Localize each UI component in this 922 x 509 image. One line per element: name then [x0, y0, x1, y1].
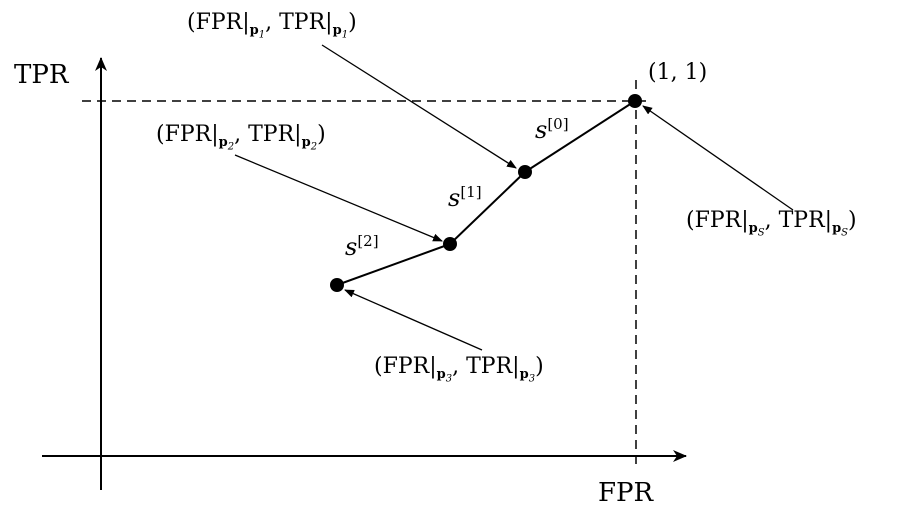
subscript-index: 1 [258, 29, 266, 41]
subscript-index: 2 [310, 141, 318, 153]
subscript-base: p [436, 367, 446, 383]
bar-sep: | [824, 208, 833, 233]
point-subscript: p3 [436, 367, 453, 385]
subscript-base: p [301, 135, 311, 151]
arrow-pS [642, 105, 794, 211]
fpr-text: FPR [382, 354, 430, 379]
bar-sep: | [512, 354, 520, 379]
segment-s2 [336, 243, 451, 286]
segment-superscript: [0] [547, 115, 569, 133]
point-subscript: p1 [332, 23, 349, 41]
paren-close: ) [848, 208, 857, 233]
segment-s0 [524, 100, 636, 173]
subscript-index: 1 [341, 29, 349, 41]
point-label-p1: (FPR|p1, TPR|p1) [187, 12, 357, 41]
segment-label-s1: s[1] [448, 183, 482, 212]
segment-s1 [449, 171, 526, 245]
bar-sep: | [741, 208, 749, 233]
bar-sep: | [211, 122, 219, 147]
point-label-p2: (FPR|p2, TPR|p2) [156, 124, 326, 153]
arrow-p2 [234, 154, 443, 242]
subscript-base: p [249, 23, 259, 39]
y-axis-label: TPR [14, 60, 69, 90]
subscript-index: 3 [445, 373, 453, 385]
segment-label-s2: s[2] [345, 232, 379, 261]
segment-superscript: [2] [357, 232, 379, 250]
subscript-index: 2 [227, 141, 235, 153]
bar-sep: | [294, 122, 302, 147]
segment-base: s [448, 184, 461, 212]
point-subscript: pS [832, 221, 849, 239]
paren-close: ) [317, 122, 326, 147]
corner-label: (1, 1) [648, 60, 708, 85]
comma-sep: , [452, 354, 467, 379]
point-pS [628, 94, 642, 108]
point-p1 [518, 165, 532, 179]
tpr-text: TPR [279, 10, 326, 35]
segment-base: s [535, 116, 548, 144]
subscript-index: S [757, 227, 765, 239]
fpr-text: FPR [694, 208, 742, 233]
point-p2 [443, 237, 457, 251]
bar-sep: | [325, 10, 333, 35]
fpr-text: FPR [195, 10, 243, 35]
paren-open: ( [187, 10, 196, 35]
tpr-text: TPR [466, 354, 513, 379]
point-label-p3: (FPR|p3, TPR|p3) [374, 356, 544, 385]
arrow-p1 [321, 44, 517, 169]
tpr-text: TPR [778, 208, 825, 233]
segment-label-s0: s[0] [535, 115, 569, 144]
point-label-pS: (FPR|pS, TPR|pS) [686, 210, 857, 239]
x-axis-label: FPR [598, 478, 654, 508]
subscript-base: p [332, 23, 342, 39]
paren-close: ) [348, 10, 357, 35]
comma-sep: , [764, 208, 779, 233]
point-p3 [330, 278, 344, 292]
subscript-base: p [519, 367, 529, 383]
paren-close: ) [535, 354, 544, 379]
bar-sep: | [429, 354, 437, 379]
paren-open: ( [374, 354, 383, 379]
point-subscript: p2 [218, 135, 235, 153]
subscript-index: 3 [528, 373, 536, 385]
subscript-base: p [218, 135, 228, 151]
paren-open: ( [156, 122, 165, 147]
point-subscript: p1 [249, 23, 266, 41]
segment-superscript: [1] [460, 183, 482, 201]
point-subscript: pS [748, 221, 765, 239]
segment-base: s [345, 233, 358, 261]
subscript-base: p [748, 221, 758, 237]
comma-sep: , [265, 10, 280, 35]
arrow-p3 [344, 289, 483, 351]
tpr-text: TPR [248, 122, 295, 147]
point-subscript: p2 [301, 135, 318, 153]
fpr-text: FPR [164, 122, 212, 147]
subscript-base: p [832, 221, 842, 237]
bar-sep: | [242, 10, 250, 35]
comma-sep: , [234, 122, 249, 147]
point-subscript: p3 [519, 367, 536, 385]
subscript-index: S [841, 227, 849, 239]
paren-open: ( [686, 208, 695, 233]
